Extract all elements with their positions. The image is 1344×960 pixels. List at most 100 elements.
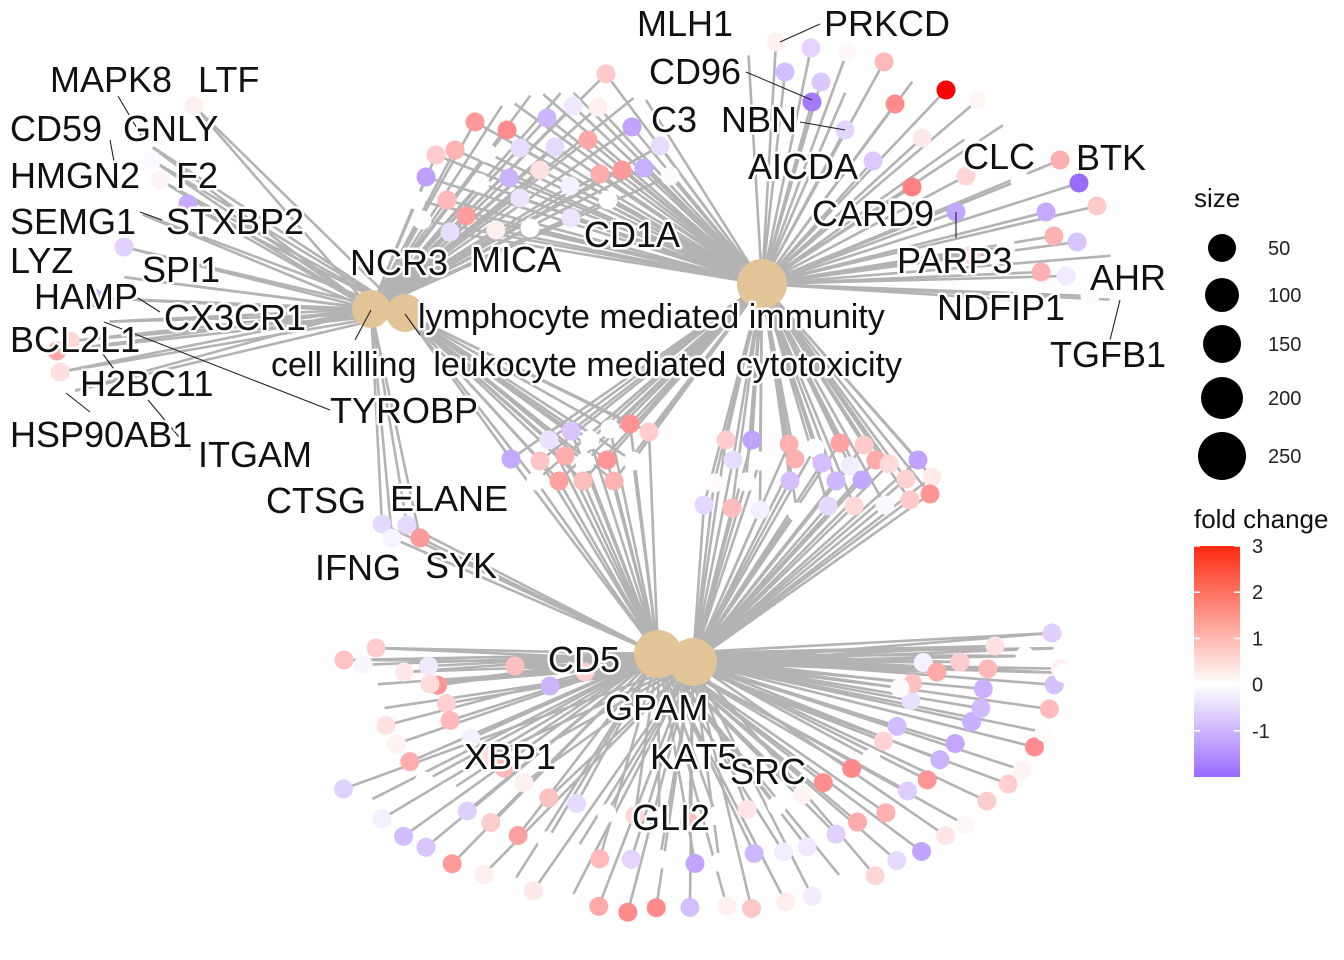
gene-node bbox=[879, 454, 899, 474]
edge bbox=[581, 282, 764, 483]
category-node bbox=[737, 259, 787, 309]
gene-node bbox=[465, 112, 485, 132]
legend-size-items: 50 100 150 200 250 bbox=[1198, 234, 1301, 480]
edge bbox=[612, 479, 660, 656]
gene-node bbox=[890, 678, 910, 698]
gene-node bbox=[382, 528, 402, 548]
gene-nodes-layer bbox=[47, 32, 1130, 922]
gene-node bbox=[418, 656, 438, 676]
gene-node bbox=[704, 473, 724, 493]
gene-label: CD1A bbox=[584, 214, 680, 255]
edge bbox=[494, 228, 764, 286]
gene-node bbox=[514, 773, 534, 793]
gene-node bbox=[150, 170, 170, 190]
legend-color-tick-label: 2 bbox=[1252, 582, 1263, 604]
gene-label: CD5 bbox=[548, 639, 620, 680]
gene-node bbox=[438, 781, 458, 801]
edge bbox=[691, 660, 877, 877]
gene-node bbox=[950, 652, 970, 672]
edge bbox=[403, 311, 561, 483]
edge bbox=[581, 479, 660, 656]
gene-node bbox=[567, 794, 587, 814]
legend-size-label: 150 bbox=[1268, 334, 1301, 356]
edge bbox=[760, 46, 813, 286]
gene-node bbox=[818, 496, 838, 516]
gene-node bbox=[597, 450, 617, 470]
gene-node bbox=[501, 876, 521, 896]
gene-node bbox=[334, 650, 354, 670]
gene-node bbox=[920, 484, 940, 504]
gene-node bbox=[60, 331, 80, 351]
legend-size-dot bbox=[1203, 325, 1241, 363]
legend-size-dot bbox=[1205, 278, 1239, 312]
gene-node bbox=[912, 841, 932, 861]
gene-node bbox=[497, 88, 517, 108]
gene-node bbox=[722, 498, 742, 518]
gene-node bbox=[956, 166, 976, 186]
edge bbox=[597, 660, 695, 908]
gene-node bbox=[470, 173, 490, 193]
gene-node bbox=[1010, 170, 1030, 190]
edge bbox=[744, 282, 764, 484]
edge bbox=[760, 132, 974, 286]
edge bbox=[403, 311, 651, 434]
edge bbox=[760, 50, 849, 286]
gene-node bbox=[563, 96, 583, 116]
gene-node bbox=[50, 362, 70, 382]
edge bbox=[760, 282, 1092, 298]
gene-label: PRKCD bbox=[824, 3, 950, 44]
edge bbox=[402, 652, 660, 838]
edge bbox=[158, 178, 407, 315]
gene-node bbox=[812, 453, 832, 473]
gene-node bbox=[773, 842, 793, 862]
edge bbox=[403, 311, 612, 431]
edge bbox=[746, 44, 764, 286]
edge bbox=[730, 282, 764, 510]
gene-node bbox=[410, 528, 430, 548]
gene-node bbox=[596, 64, 616, 84]
gene-node bbox=[785, 449, 805, 469]
edge bbox=[760, 102, 897, 286]
edge bbox=[691, 504, 856, 664]
category-nodes-layer bbox=[352, 259, 787, 686]
gene-node bbox=[510, 188, 530, 208]
gene-node bbox=[537, 831, 557, 851]
gene-node bbox=[573, 471, 593, 491]
legend-color-tick-label: 3 bbox=[1252, 536, 1263, 558]
gene-node bbox=[575, 452, 595, 472]
gene-node bbox=[114, 237, 134, 257]
gene-node bbox=[837, 42, 857, 62]
gene-node bbox=[559, 892, 579, 912]
edge bbox=[658, 144, 764, 286]
gene-node bbox=[590, 849, 610, 869]
gene-node bbox=[750, 451, 770, 471]
gene-node bbox=[530, 451, 550, 471]
gene-node bbox=[445, 140, 465, 160]
gene-node bbox=[590, 164, 610, 184]
edge bbox=[509, 652, 660, 887]
gene-node bbox=[863, 151, 883, 171]
edge bbox=[55, 311, 407, 353]
gene-node bbox=[366, 638, 386, 658]
gene-node bbox=[876, 803, 896, 823]
gene-node bbox=[588, 97, 608, 117]
gene-label: CD96 bbox=[649, 51, 741, 92]
gene-node bbox=[142, 150, 162, 170]
gene-node bbox=[486, 220, 506, 240]
edge bbox=[760, 282, 934, 479]
gene-node bbox=[805, 438, 825, 458]
edge bbox=[534, 479, 660, 656]
gene-node bbox=[680, 897, 700, 917]
gene-label: NCR3 bbox=[350, 242, 448, 283]
edge bbox=[760, 136, 924, 286]
gene-node bbox=[1109, 290, 1129, 310]
edge bbox=[620, 168, 764, 286]
edge bbox=[758, 282, 764, 512]
gene-node bbox=[400, 752, 420, 772]
edge bbox=[428, 652, 660, 686]
gene-node bbox=[873, 731, 893, 751]
gene-node bbox=[1053, 638, 1073, 658]
gene-node bbox=[1050, 150, 1070, 170]
legend-color-ticks: 3 2 1 0 -1 bbox=[1194, 536, 1270, 743]
